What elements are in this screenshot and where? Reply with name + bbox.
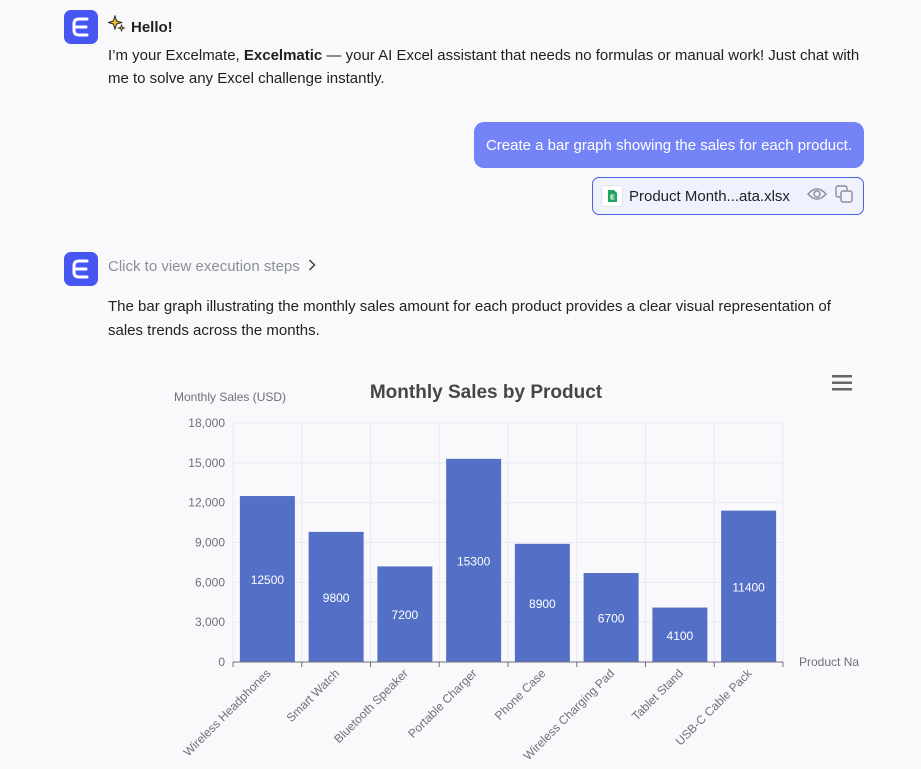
bar-data-label: 12500 [251, 573, 285, 587]
attachment-actions [807, 185, 853, 207]
x-tick-label: Phone Case [492, 666, 549, 723]
excelmatic-logo-icon [64, 10, 98, 44]
y-axis-label: Monthly Sales (USD) [174, 390, 286, 404]
y-tick-label: 3,000 [195, 615, 225, 629]
intro-text: I’m your Excelmate, Excelmatic — your AI… [108, 44, 868, 90]
bar-data-label: 8900 [529, 597, 556, 611]
execution-steps-label: Click to view execution steps [108, 258, 300, 275]
bar [239, 496, 295, 662]
bar [721, 510, 777, 662]
bar-data-label: 7200 [392, 608, 419, 622]
y-tick-label: 6,000 [195, 575, 225, 589]
bar [652, 607, 708, 662]
excelmatic-logo-icon [64, 252, 98, 286]
chart-svg: Monthly Sales by Product Monthly Sales (U… [174, 382, 859, 763]
svg-text:E: E [610, 195, 615, 202]
bar-chart: Monthly Sales by Product Monthly Sales (U… [160, 364, 865, 769]
sparkle-icon [106, 14, 126, 39]
bar [514, 543, 570, 662]
chevron-right-icon [308, 258, 316, 275]
bar [583, 573, 639, 662]
bar [308, 531, 364, 662]
intro-brand: Excelmatic [243, 47, 323, 64]
bar-data-label: 6700 [598, 612, 625, 626]
copy-icon[interactable] [835, 185, 853, 207]
bar [446, 458, 502, 662]
reply-summary: The bar graph illustrating the monthly s… [108, 298, 831, 339]
excel-file-icon: E [601, 185, 623, 207]
x-axis-label: Product Na [799, 655, 859, 669]
bar-data-label: 15300 [457, 554, 491, 568]
hamburger-menu-icon[interactable] [832, 374, 852, 392]
bar-data-label: 11400 [732, 580, 765, 594]
x-tick-label: Tablet Stand [629, 666, 686, 723]
x-tick-label: USB-C Cable Pack [673, 666, 756, 749]
intro-prefix: I’m your Excelmate, [108, 47, 244, 64]
x-tick-label: Portable Charger [405, 666, 480, 741]
intro-suffix: — your AI Excel assistant that needs no … [108, 47, 860, 87]
hello-text: Hello! [131, 18, 173, 36]
bar [377, 566, 433, 662]
y-tick-label: 18,000 [188, 416, 225, 430]
attachment-file-name: Product Month...ata.xlsx [629, 187, 790, 205]
assistant-greeting: Hello! I’m your Excelmate, Excelmatic — … [106, 14, 868, 90]
hello-line: Hello! [106, 14, 868, 39]
y-tick-label: 15,000 [188, 456, 225, 470]
y-tick-label: 0 [218, 655, 225, 669]
x-tick-label: Bluetooth Speaker [331, 666, 411, 746]
attachment-chip[interactable]: E Product Month...ata.xlsx [592, 177, 864, 215]
user-message-bubble: Create a bar graph showing the sales for… [473, 122, 864, 168]
eye-icon[interactable] [807, 187, 827, 205]
y-tick-label: 12,000 [188, 496, 225, 510]
y-tick-label: 9,000 [195, 536, 225, 550]
chart-title: Monthly Sales by Product [370, 382, 603, 403]
execution-steps-link[interactable]: Click to view execution steps [108, 258, 316, 275]
x-tick-label: Wireless Headphones [181, 666, 274, 759]
bar-data-label: 4100 [667, 629, 694, 643]
x-tick-label: Smart Watch [284, 666, 343, 725]
bar-data-label: 9800 [323, 591, 350, 605]
